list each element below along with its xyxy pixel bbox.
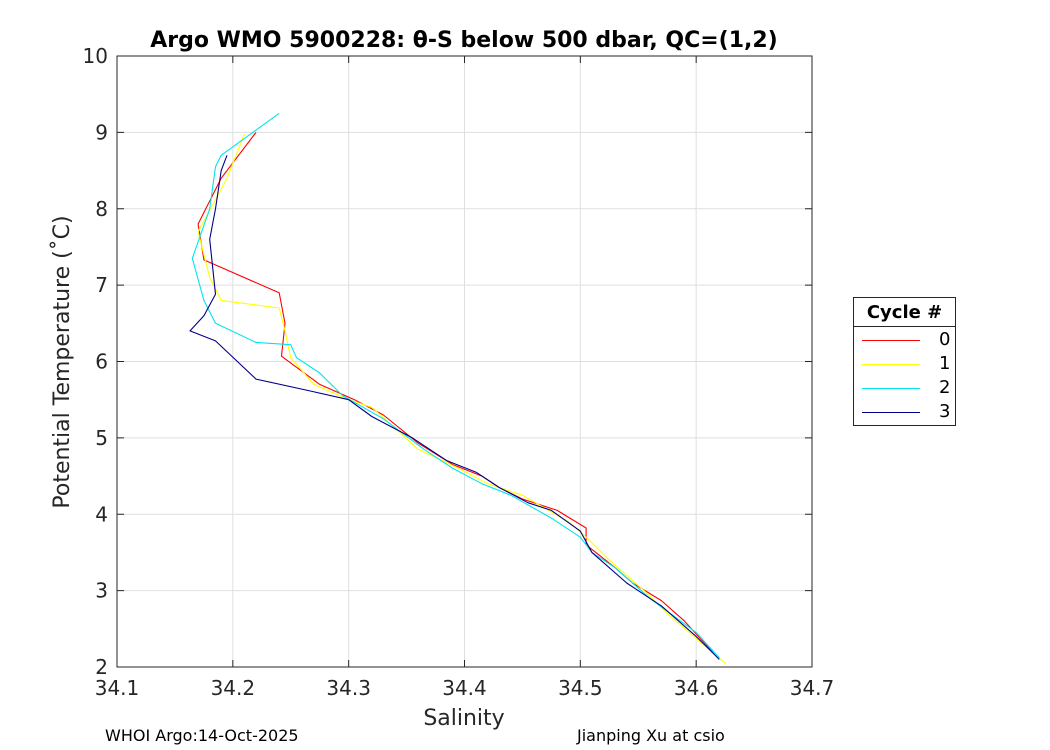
y-axis-label: Potential Temperature (˚C) bbox=[50, 215, 75, 508]
legend-entry-3: 3 bbox=[854, 401, 955, 425]
footer-author: Jianping Xu at csio bbox=[577, 726, 725, 745]
legend-swatch-0 bbox=[862, 340, 920, 341]
y-tick-labels: 2 3 4 5 6 7 8 9 10 bbox=[83, 44, 108, 679]
x-tick-label: 34.5 bbox=[558, 676, 603, 700]
y-tick-label: 8 bbox=[95, 197, 108, 221]
legend-entry-1: 1 bbox=[854, 353, 955, 377]
legend-divider bbox=[854, 326, 955, 327]
y-tick-label: 7 bbox=[95, 273, 108, 297]
y-tick-label: 10 bbox=[83, 44, 108, 68]
tick-marks bbox=[116, 55, 813, 668]
y-tick-label: 2 bbox=[95, 655, 108, 679]
x-tick-label: 34.4 bbox=[442, 676, 487, 700]
legend-swatch-1 bbox=[862, 364, 920, 365]
grid-lines bbox=[117, 56, 812, 667]
chart-title: Argo WMO 5900228: θ-S below 500 dbar, QC… bbox=[150, 28, 778, 53]
series-line-cycle-1 bbox=[197, 133, 726, 664]
footer-source: WHOI Argo:14-Oct-2025 bbox=[105, 726, 299, 745]
y-tick-label: 5 bbox=[95, 426, 108, 450]
legend-label-0: 0 bbox=[939, 329, 951, 350]
legend-label-2: 2 bbox=[939, 377, 951, 398]
series-line-cycle-2 bbox=[191, 112, 720, 659]
legend-entry-2: 2 bbox=[854, 377, 955, 401]
x-tick-label: 34.2 bbox=[211, 676, 256, 700]
y-tick-label: 9 bbox=[95, 120, 108, 144]
legend-label-1: 1 bbox=[939, 353, 951, 374]
legend-swatch-2 bbox=[862, 388, 920, 389]
legend: Cycle # 0 1 2 3 bbox=[853, 297, 956, 426]
x-axis-label: Salinity bbox=[423, 706, 504, 731]
x-tick-label: 34.7 bbox=[790, 676, 835, 700]
x-tick-label: 34.6 bbox=[674, 676, 719, 700]
x-tick-label: 34.1 bbox=[95, 676, 140, 700]
y-tick-label: 6 bbox=[95, 350, 108, 374]
y-tick-label: 3 bbox=[95, 579, 108, 603]
legend-title: Cycle # bbox=[866, 302, 943, 323]
series-line-cycle-3 bbox=[189, 155, 720, 660]
x-tick-label: 34.3 bbox=[326, 676, 371, 700]
x-tick-labels: 34.1 34.2 34.3 34.4 34.5 34.6 34.7 bbox=[95, 676, 835, 700]
legend-label-3: 3 bbox=[939, 401, 951, 422]
legend-swatch-3 bbox=[862, 412, 920, 413]
legend-entry-0: 0 bbox=[854, 329, 955, 353]
y-tick-label: 4 bbox=[95, 502, 108, 526]
series-lines bbox=[189, 112, 726, 664]
